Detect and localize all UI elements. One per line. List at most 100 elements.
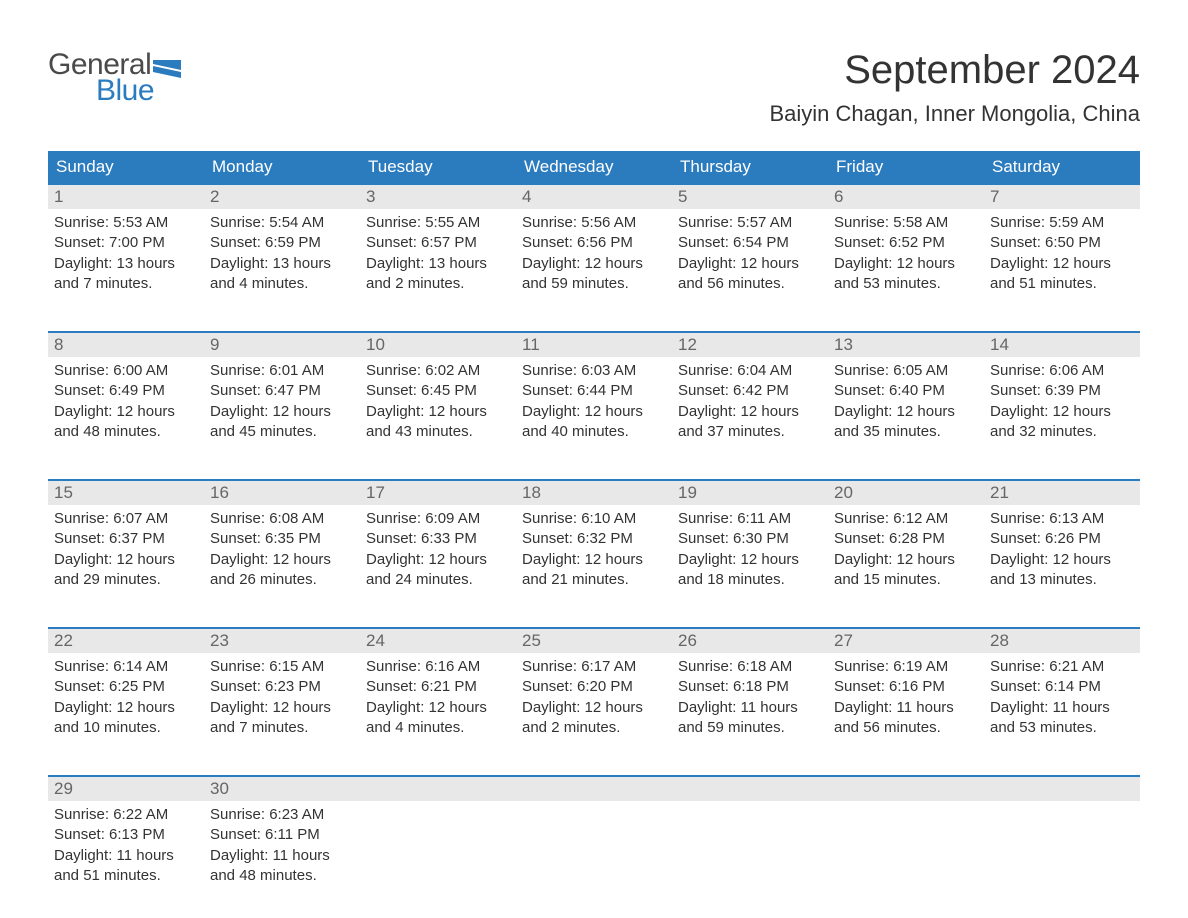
sunrise-line: Sunrise: 6:14 AM: [54, 657, 198, 677]
week-row: 8Sunrise: 6:00 AMSunset: 6:49 PMDaylight…: [48, 331, 1140, 461]
sunrise-line: Sunrise: 6:03 AM: [522, 361, 666, 381]
day-cell-29: 29Sunrise: 6:22 AMSunset: 6:13 PMDayligh…: [48, 777, 204, 905]
sunrise-line: Sunrise: 5:59 AM: [990, 213, 1134, 233]
day-number-bar: 4: [516, 185, 672, 209]
day-number: 16: [210, 483, 229, 502]
day-body: Sunrise: 6:19 AMSunset: 6:16 PMDaylight:…: [828, 653, 984, 740]
daylight-line: Daylight: 12 hours and 37 minutes.: [678, 402, 822, 443]
sunset-line: Sunset: 6:14 PM: [990, 677, 1134, 697]
day-body: Sunrise: 6:07 AMSunset: 6:37 PMDaylight:…: [48, 505, 204, 592]
day-cell-empty: [828, 777, 984, 905]
daylight-line: Daylight: 12 hours and 21 minutes.: [522, 550, 666, 591]
dow-cell-wednesday: Wednesday: [516, 151, 672, 183]
logo-text-blue: Blue: [96, 74, 181, 108]
day-number: 10: [366, 335, 385, 354]
day-number-bar: 27: [828, 629, 984, 653]
day-cell-7: 7Sunrise: 5:59 AMSunset: 6:50 PMDaylight…: [984, 185, 1140, 313]
day-number-bar: [360, 777, 516, 801]
day-number-bar: 2: [204, 185, 360, 209]
daylight-line: Daylight: 11 hours and 48 minutes.: [210, 846, 354, 887]
daylight-line: Daylight: 13 hours and 2 minutes.: [366, 254, 510, 295]
day-number-bar: 14: [984, 333, 1140, 357]
sunset-line: Sunset: 6:25 PM: [54, 677, 198, 697]
day-number: 2: [210, 187, 219, 206]
sunrise-line: Sunrise: 6:01 AM: [210, 361, 354, 381]
day-number: 17: [366, 483, 385, 502]
month-title: September 2024: [769, 48, 1140, 93]
sunset-line: Sunset: 6:11 PM: [210, 825, 354, 845]
weeks-container: 1Sunrise: 5:53 AMSunset: 7:00 PMDaylight…: [48, 183, 1140, 905]
day-number: 22: [54, 631, 73, 650]
day-cell-14: 14 Sunrise: 6:06 AMSunset: 6:39 PMDayligh…: [984, 333, 1140, 461]
day-number-bar: 28: [984, 629, 1140, 653]
sunset-line: Sunset: 6:54 PM: [678, 233, 822, 253]
daylight-line: Daylight: 12 hours and 51 minutes.: [990, 254, 1134, 295]
day-body: Sunrise: 6:06 AMSunset: 6:39 PMDaylight:…: [984, 357, 1140, 444]
day-body: Sunrise: 6:05 AMSunset: 6:40 PMDaylight:…: [828, 357, 984, 444]
sunrise-line: Sunrise: 6:16 AM: [366, 657, 510, 677]
day-number: 20: [834, 483, 853, 502]
sunrise-line: Sunrise: 5:58 AM: [834, 213, 978, 233]
day-body: Sunrise: 6:22 AMSunset: 6:13 PMDaylight:…: [48, 801, 204, 888]
day-number: 7: [990, 187, 999, 206]
sunset-line: Sunset: 6:35 PM: [210, 529, 354, 549]
sunset-line: Sunset: 6:42 PM: [678, 381, 822, 401]
day-cell-9: 9Sunrise: 6:01 AMSunset: 6:47 PMDaylight…: [204, 333, 360, 461]
day-cell-15: 15Sunrise: 6:07 AMSunset: 6:37 PMDayligh…: [48, 481, 204, 609]
day-cell-26: 26 Sunrise: 6:18 AMSunset: 6:18 PMDayligh…: [672, 629, 828, 757]
day-body: Sunrise: 6:04 AMSunset: 6:42 PMDaylight:…: [672, 357, 828, 444]
sunset-line: Sunset: 6:47 PM: [210, 381, 354, 401]
day-number: 13: [834, 335, 853, 354]
page-header: General Blue September 2024 Baiyin Chaga…: [48, 48, 1140, 127]
day-number: 26: [678, 631, 697, 650]
day-number-bar: 24: [360, 629, 516, 653]
daylight-line: Daylight: 11 hours and 59 minutes.: [678, 698, 822, 739]
day-number: 11: [522, 335, 540, 354]
sunset-line: Sunset: 7:00 PM: [54, 233, 198, 253]
day-number-bar: 10: [360, 333, 516, 357]
sunset-line: Sunset: 6:23 PM: [210, 677, 354, 697]
day-body: Sunrise: 5:57 AMSunset: 6:54 PMDaylight:…: [672, 209, 828, 296]
day-body: Sunrise: 6:18 AMSunset: 6:18 PMDaylight:…: [672, 653, 828, 740]
day-cell-1: 1Sunrise: 5:53 AMSunset: 7:00 PMDaylight…: [48, 185, 204, 313]
sunset-line: Sunset: 6:57 PM: [366, 233, 510, 253]
day-cell-30: 30Sunrise: 6:23 AMSunset: 6:11 PMDayligh…: [204, 777, 360, 905]
sunrise-line: Sunrise: 5:53 AM: [54, 213, 198, 233]
day-body: Sunrise: 6:13 AMSunset: 6:26 PMDaylight:…: [984, 505, 1140, 592]
day-number-bar: 20: [828, 481, 984, 505]
daylight-line: Daylight: 12 hours and 15 minutes.: [834, 550, 978, 591]
day-cell-empty: [672, 777, 828, 905]
day-number-bar: 29: [48, 777, 204, 801]
day-cell-3: 3 Sunrise: 5:55 AMSunset: 6:57 PMDaylight…: [360, 185, 516, 313]
sunrise-line: Sunrise: 6:06 AM: [990, 361, 1134, 381]
sunrise-line: Sunrise: 6:10 AM: [522, 509, 666, 529]
day-cell-empty: [516, 777, 672, 905]
day-number: 14: [990, 335, 1009, 354]
day-cell-6: 6Sunrise: 5:58 AMSunset: 6:52 PMDaylight…: [828, 185, 984, 313]
day-number: 18: [522, 483, 541, 502]
daylight-line: Daylight: 13 hours and 4 minutes.: [210, 254, 354, 295]
daylight-line: Daylight: 12 hours and 26 minutes.: [210, 550, 354, 591]
sunrise-line: Sunrise: 5:55 AM: [366, 213, 510, 233]
dow-cell-tuesday: Tuesday: [360, 151, 516, 183]
daylight-line: Daylight: 12 hours and 48 minutes.: [54, 402, 198, 443]
sunset-line: Sunset: 6:21 PM: [366, 677, 510, 697]
dow-cell-friday: Friday: [828, 151, 984, 183]
week-row: 1Sunrise: 5:53 AMSunset: 7:00 PMDaylight…: [48, 183, 1140, 313]
sunrise-line: Sunrise: 6:21 AM: [990, 657, 1134, 677]
sunset-line: Sunset: 6:26 PM: [990, 529, 1134, 549]
day-number: 12: [678, 335, 697, 354]
sunset-line: Sunset: 6:33 PM: [366, 529, 510, 549]
day-number: 30: [210, 779, 229, 798]
sunset-line: Sunset: 6:13 PM: [54, 825, 198, 845]
sunset-line: Sunset: 6:18 PM: [678, 677, 822, 697]
day-number: 3: [366, 187, 375, 206]
day-cell-20: 20Sunrise: 6:12 AMSunset: 6:28 PMDayligh…: [828, 481, 984, 609]
daylight-line: Daylight: 12 hours and 40 minutes.: [522, 402, 666, 443]
daylight-line: Daylight: 12 hours and 56 minutes.: [678, 254, 822, 295]
sunset-line: Sunset: 6:20 PM: [522, 677, 666, 697]
sunrise-line: Sunrise: 6:11 AM: [678, 509, 822, 529]
sunset-line: Sunset: 6:30 PM: [678, 529, 822, 549]
day-body: Sunrise: 5:55 AMSunset: 6:57 PMDaylight:…: [360, 209, 516, 296]
day-body: Sunrise: 6:08 AMSunset: 6:35 PMDaylight:…: [204, 505, 360, 592]
